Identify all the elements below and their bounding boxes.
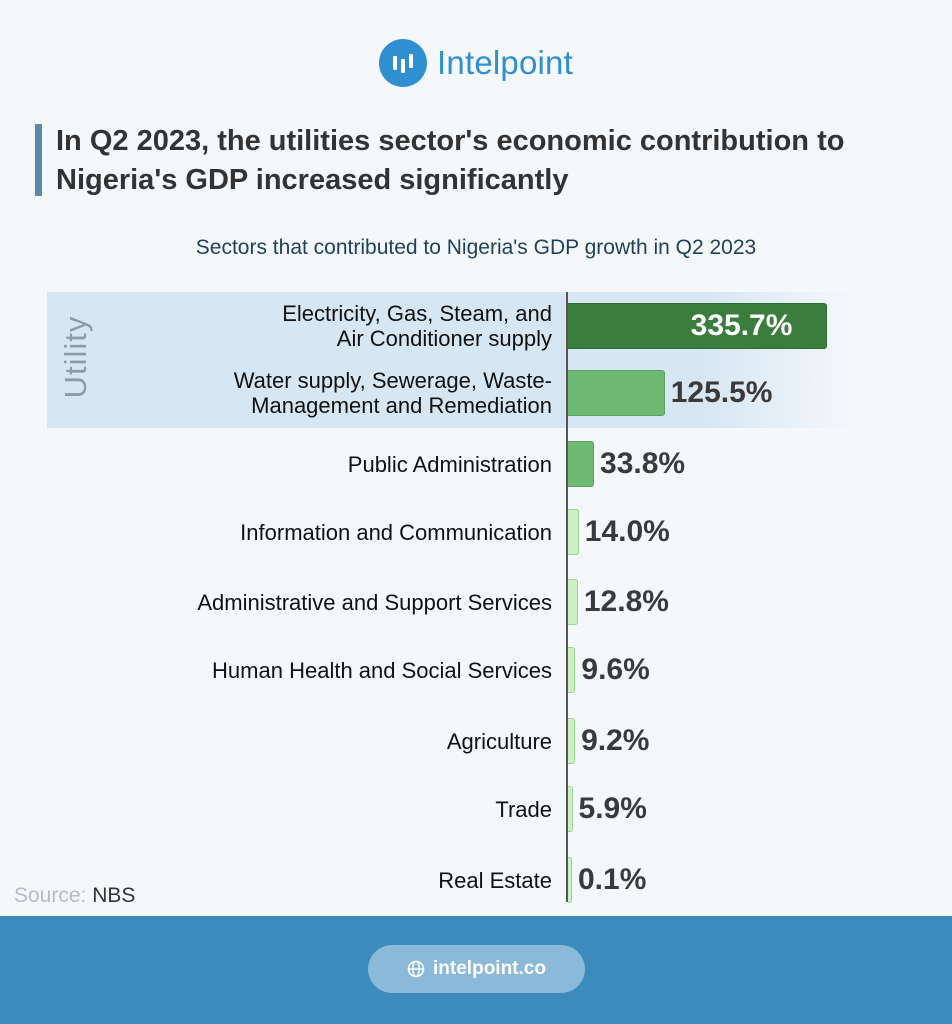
brand-name: Intelpoint <box>437 44 573 81</box>
data-label: 33.8% <box>600 447 686 480</box>
category-label: Human Health and Social Services <box>212 657 552 683</box>
data-label: 9.2% <box>581 724 650 757</box>
data-label: 335.7% <box>690 309 793 342</box>
category-label: Public Administration <box>347 451 552 477</box>
chart-axis-line <box>566 292 568 902</box>
category-label: Trade <box>495 796 552 822</box>
data-label: 125.5% <box>670 376 773 409</box>
brand-logo: Intelpoint <box>0 38 952 88</box>
globe-icon <box>407 960 425 978</box>
data-label: 14.0% <box>584 515 670 548</box>
data-label: 5.9% <box>578 792 647 825</box>
category-label: Real Estate <box>438 867 552 893</box>
category-label: Water supply, Sewerage, Waste- Managemen… <box>233 368 552 418</box>
bar <box>568 857 572 903</box>
page-title: In Q2 2023, the utilities sector's econo… <box>56 125 845 196</box>
category-label: Electricity, Gas, Steam, and Air Conditi… <box>282 301 552 351</box>
category-label: Agriculture <box>446 728 552 754</box>
bar-chart-logo-icon <box>379 39 428 87</box>
website-link-button[interactable]: intelpoint.co <box>368 945 585 993</box>
bar <box>568 509 579 555</box>
data-label: 12.8% <box>583 585 669 618</box>
category-label: Administrative and Support Services <box>197 589 552 615</box>
source-name: NBS <box>92 884 136 907</box>
data-label: 0.1% <box>578 863 647 896</box>
bar <box>568 370 665 416</box>
bar <box>568 718 576 764</box>
bar <box>568 441 595 487</box>
bar <box>568 579 578 625</box>
bar <box>568 786 573 832</box>
category-label: Information and Communication <box>240 519 552 545</box>
utility-group-label: Utility <box>58 315 93 399</box>
bar <box>568 303 827 349</box>
bar <box>568 647 576 693</box>
source-note: Source: NBS <box>14 884 135 908</box>
source-prefix: Source: <box>14 884 87 907</box>
chart-subtitle: Sectors that contributed to Nigeria's GD… <box>195 236 757 259</box>
data-label: 9.6% <box>581 653 650 686</box>
website-url: intelpoint.co <box>433 958 546 979</box>
title-accent-bar <box>35 124 42 196</box>
